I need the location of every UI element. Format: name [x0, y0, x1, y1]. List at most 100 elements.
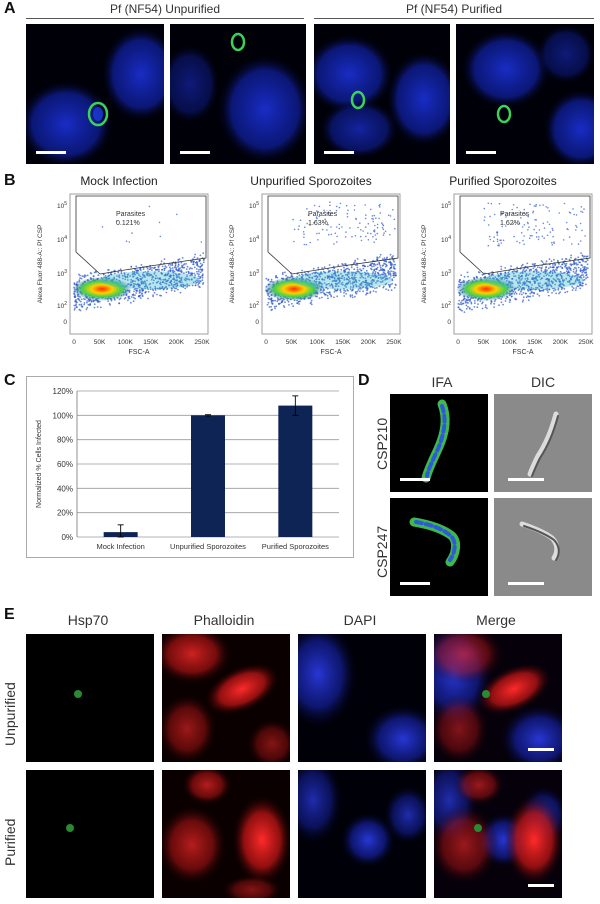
y-tick-label: 102: [57, 301, 67, 310]
micrograph-e-dapi-unpurified: [298, 634, 426, 762]
micrograph-e-hsp70-purified: [26, 770, 154, 898]
x-tick-label: 200K: [553, 339, 569, 346]
flow-plot-title: Unpurified Sporozoites: [250, 174, 372, 188]
y-axis-label: Normalized % Cells Infected: [36, 420, 43, 508]
panel-label-e: E: [4, 606, 15, 623]
micrograph-a4: [456, 24, 594, 164]
y-tick-label: 102: [441, 301, 451, 310]
scale-bar: [324, 151, 354, 154]
micrograph-e-phalloidin-unpurified: [162, 634, 290, 762]
flow-plot: Unpurified Sporozoites Parasites 1.63% 105 1…: [218, 174, 404, 364]
density-core: [264, 276, 324, 301]
gate-percent: 1.63%: [308, 220, 328, 227]
group-underline-purified: [314, 18, 594, 19]
group-underline-unpurified: [26, 18, 304, 19]
x-tick-label: 100K: [502, 339, 518, 346]
x-axis-label: FSC-A: [513, 349, 534, 356]
micrograph-d-ifa-2: [390, 498, 488, 596]
flow-plot: Mock Infection Parasites 0.121% 105 104 103 10…: [26, 174, 212, 364]
y-tick-label: 0: [255, 319, 259, 326]
y-tick-label: 105: [57, 201, 67, 210]
y-tick-label: 0: [447, 319, 451, 326]
micrograph-e-merge-unpurified: [434, 634, 562, 762]
x-tick-label: 200K: [169, 339, 185, 346]
scale-bar: [528, 884, 554, 887]
y-tick-label: 103: [441, 269, 451, 278]
y-tick-label: 103: [249, 269, 259, 278]
group-header-unpurified: Pf (NF54) Unpurified: [109, 2, 221, 16]
micrograph-a3: [314, 24, 450, 164]
bar-chart: 0% 20% 40% 60% 80% 100% 120% Normalized % Cells…: [36, 387, 339, 551]
y-tick-label: 104: [57, 235, 67, 244]
y-tick-label: 105: [249, 201, 259, 210]
y-tick-label: 100%: [53, 411, 73, 420]
x-tick-label: 200K: [361, 339, 377, 346]
scale-bar: [508, 582, 544, 585]
gate-label: Parasites: [116, 211, 146, 218]
x-tick-label: 150K: [143, 339, 159, 346]
micrograph-a2: [170, 24, 306, 164]
y-tick-label: 104: [441, 235, 451, 244]
flow-plot-title: Mock Infection: [80, 174, 158, 188]
y-tick-label: 40%: [57, 484, 73, 493]
scale-bar: [466, 151, 496, 154]
col-label-dapi: DAPI: [343, 612, 377, 628]
x-tick-label: 150K: [527, 339, 543, 346]
x-tick-label: Purified Sporozoites: [262, 542, 329, 551]
bar: [191, 415, 225, 537]
panel-label-b: B: [4, 172, 16, 189]
x-axis-label: FSC-A: [129, 349, 150, 356]
col-label-hsp70: Hsp70: [67, 612, 109, 628]
bar: [278, 405, 313, 537]
micrograph-e-dapi-purified: [298, 770, 426, 898]
x-tick-label: 50K: [94, 339, 106, 346]
row-label-unpurified: Unpurified: [2, 682, 18, 746]
x-tick-label: 0: [264, 339, 268, 346]
row-label-csp247: CSP247: [374, 525, 390, 578]
row-label-purified: Purified: [2, 818, 18, 866]
gate-percent: 0.121%: [116, 220, 140, 227]
y-tick-label: 80%: [57, 436, 73, 445]
panel-label-d: D: [358, 372, 370, 389]
x-tick-label: 0: [456, 339, 460, 346]
scale-bar: [36, 151, 66, 154]
y-tick-label: 60%: [57, 460, 73, 469]
y-axis-label: Alexa Fluor 488-A:: Pf CSP: [421, 225, 428, 304]
micrograph-d-dic-1: [494, 394, 592, 492]
x-tick-label: 100K: [310, 339, 326, 346]
scale-bar: [180, 151, 210, 154]
y-tick-label: 103: [57, 269, 67, 278]
x-tick-label: Mock Infection: [96, 542, 144, 551]
bar-chart-frame: 0% 20% 40% 60% 80% 100% 120% Normalized % Cells…: [26, 376, 354, 558]
micrograph-e-hsp70-unpurified: [26, 634, 154, 762]
x-tick-label: 250K: [386, 339, 402, 346]
x-tick-label: 50K: [478, 339, 490, 346]
y-tick-label: 20%: [57, 509, 73, 518]
flow-plot: Purified Sporozoites Parasites 1.62% 105 104…: [410, 174, 596, 364]
scale-bar: [400, 582, 430, 585]
flow-plot-svg: Parasites 0.121% 105 104 103 102 0 0 50K 100K 150K…: [37, 193, 210, 356]
micrograph-a1: [26, 24, 164, 164]
x-tick-label: 150K: [335, 339, 351, 346]
y-tick-label: 120%: [53, 387, 73, 396]
scale-bar: [400, 478, 430, 481]
y-tick-label: 0%: [61, 533, 73, 542]
y-tick-label: 0: [63, 319, 67, 326]
x-tick-label: 100K: [118, 339, 134, 346]
col-label-merge: Merge: [476, 612, 516, 628]
row-label-csp210: CSP210: [374, 417, 390, 470]
x-tick-label: 250K: [194, 339, 210, 346]
x-tick-label: 250K: [578, 339, 594, 346]
gate-polygon: [267, 195, 399, 275]
col-label-ifa: IFA: [431, 374, 453, 390]
flow-plot-svg: Parasites 1.63% 105 104 103 102 0 0 50K 100K 150K 2…: [229, 193, 402, 356]
y-tick-label: 104: [249, 235, 259, 244]
flow-plot-title: Purified Sporozoites: [449, 174, 557, 188]
panel-label-c: C: [4, 372, 16, 389]
col-label-dic: DIC: [530, 374, 556, 390]
micrograph-d-ifa-1: [390, 394, 488, 492]
micrograph-e-merge-purified: [434, 770, 562, 898]
col-label-phalloidin: Phalloidin: [193, 612, 255, 628]
gate-label: Parasites: [308, 211, 338, 218]
panel-label-a: A: [4, 0, 16, 17]
